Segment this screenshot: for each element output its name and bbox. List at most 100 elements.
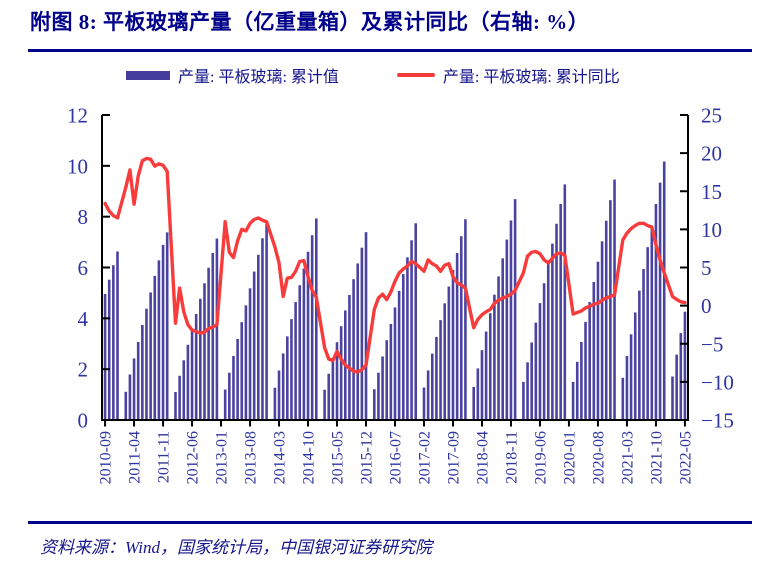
- x-axis-tick-label: 2011-04: [127, 431, 144, 484]
- right-axis-tick-label: −5: [701, 332, 723, 356]
- bar-month: [476, 368, 480, 420]
- bar-month: [236, 338, 239, 420]
- bar-month: [451, 270, 455, 420]
- bar-month: [339, 326, 343, 420]
- bar-month: [638, 290, 641, 420]
- bar-month: [377, 372, 380, 420]
- bar-month: [228, 372, 231, 420]
- bar-month: [410, 240, 413, 420]
- left-axis-tick-label: 2: [78, 358, 89, 382]
- bar-month: [596, 261, 600, 420]
- x-axis-tick-label: 2017-02: [416, 431, 433, 484]
- bar-month: [141, 324, 144, 420]
- bar-month: [286, 336, 289, 420]
- bar-month: [306, 251, 310, 420]
- bar-month: [240, 322, 244, 420]
- bar-month: [563, 184, 567, 420]
- x-axis-tick-label: 2015-05: [330, 431, 347, 484]
- bar-month: [455, 253, 459, 420]
- bar-month: [211, 253, 215, 420]
- legend-item-yoy: 产量: 平板玻璃: 累计同比: [396, 63, 620, 87]
- bar-month: [584, 321, 587, 420]
- chart-title: 附图 8: 平板玻璃产量（亿重量箱）及累计同比（右轴: %）: [30, 10, 590, 34]
- bar-month: [277, 370, 281, 420]
- bar-month: [385, 340, 389, 420]
- bar-month: [315, 218, 318, 420]
- bar-month: [509, 220, 513, 420]
- bar-month: [426, 370, 430, 420]
- bars-cumulative-production: [103, 161, 687, 421]
- bar-series-swatch: [126, 70, 170, 80]
- bar-month: [393, 307, 397, 420]
- bar-month: [646, 247, 649, 420]
- bar-month: [149, 292, 152, 420]
- bar-month: [439, 320, 442, 420]
- bar-month: [600, 241, 604, 420]
- bar-month: [480, 350, 484, 420]
- x-axis-tick-label: 2012-06: [185, 431, 202, 484]
- x-axis-tick-label: 2021-10: [648, 431, 665, 484]
- x-axis-tick-label: 2021-03: [619, 431, 636, 484]
- bar-month: [497, 276, 500, 420]
- bar-month: [103, 293, 107, 420]
- bar-month: [546, 263, 550, 420]
- bar-month: [522, 381, 525, 421]
- left-axis-tick-label: 6: [78, 256, 89, 280]
- bar-month: [252, 271, 256, 420]
- bar-month: [609, 200, 612, 420]
- bar-month: [145, 308, 148, 420]
- bar-month: [625, 355, 629, 420]
- bar-month: [513, 199, 517, 420]
- left-axis-tick-label: 0: [78, 409, 89, 433]
- bar-month: [161, 244, 165, 420]
- bar-month: [493, 294, 496, 420]
- bar-month: [613, 179, 616, 420]
- bar-month: [257, 254, 260, 420]
- bar-month: [199, 298, 202, 420]
- bar-month: [327, 373, 331, 420]
- bar-month: [633, 312, 637, 420]
- bar-month: [128, 374, 132, 420]
- bar-month: [551, 243, 554, 420]
- left-axis-tick-label: 10: [67, 154, 88, 178]
- bar-month: [352, 279, 355, 420]
- source-note: 资料来源：Wind，国家统计局，中国银河证券研究院: [40, 538, 432, 557]
- bar-month: [679, 333, 683, 420]
- bar-month: [555, 223, 558, 420]
- legend-label-production: 产量: 平板玻璃: 累计值: [178, 69, 339, 86]
- bar-month: [592, 281, 596, 420]
- bar-month: [406, 257, 409, 420]
- bar-month: [650, 225, 654, 420]
- bar-month: [207, 267, 210, 420]
- bar-month: [174, 392, 177, 420]
- right-axis-tick-label: −15: [701, 409, 734, 433]
- x-axis-tick-label: 2018-04: [474, 431, 491, 484]
- bar-month: [190, 329, 194, 420]
- bar-month: [526, 362, 529, 420]
- bar-month: [248, 288, 252, 420]
- bar-month: [116, 251, 119, 420]
- x-axis-tick-label: 2019-06: [532, 431, 549, 484]
- bar-month: [364, 232, 368, 420]
- bar-month: [215, 238, 219, 420]
- bar-month: [575, 361, 579, 420]
- x-axis-tick-label: 2015-12: [359, 431, 376, 484]
- bar-month: [331, 357, 335, 420]
- bar-month: [401, 274, 405, 420]
- right-axis-tick-label: 20: [701, 142, 722, 166]
- bar-month: [157, 260, 161, 420]
- bar-month: [186, 344, 190, 420]
- bar-month: [323, 389, 326, 420]
- bar-month: [422, 387, 426, 420]
- x-axis-tick-label: 2013-08: [243, 431, 260, 484]
- right-axis-tick-label: 10: [701, 218, 722, 242]
- x-axis-tick-label: 2017-09: [445, 431, 462, 484]
- bar-month: [290, 319, 293, 420]
- bar-month: [335, 342, 339, 420]
- bar-month: [464, 219, 467, 420]
- bar-month: [194, 314, 198, 420]
- bar-month: [629, 334, 633, 420]
- bar-month: [662, 161, 666, 420]
